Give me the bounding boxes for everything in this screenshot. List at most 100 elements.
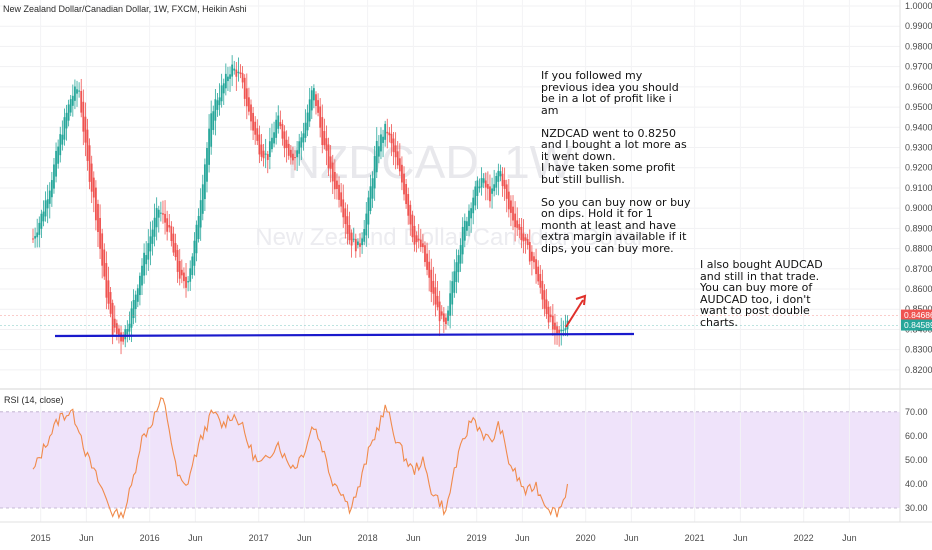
candle-body	[453, 271, 456, 293]
candle-body	[432, 280, 435, 294]
candle-body	[86, 129, 89, 161]
candle-body	[413, 225, 416, 245]
price-badge-label: 0.84686	[904, 310, 932, 320]
candle-body	[392, 138, 395, 153]
candle-body	[541, 280, 544, 300]
price-tick-label: 0.99000	[905, 21, 932, 31]
candle-body	[99, 217, 101, 249]
candle-body	[503, 179, 506, 189]
candle-body	[136, 288, 139, 302]
candle-body	[193, 240, 196, 266]
candle-body	[522, 233, 525, 242]
candle-body	[304, 122, 307, 138]
candle-body	[424, 245, 426, 263]
candle-body	[451, 281, 454, 305]
candle-body	[430, 269, 433, 293]
chart-header: New Zealand Dollar/Canadian Dollar, 1W, …	[3, 4, 247, 14]
candle-body	[283, 131, 286, 149]
candle-body	[222, 83, 225, 94]
candle-body	[388, 132, 391, 136]
candle-body	[298, 141, 301, 154]
candle-body	[539, 274, 542, 288]
candle-body	[120, 332, 122, 342]
candle-body	[189, 268, 192, 282]
candle-body	[80, 91, 83, 113]
candle-body	[543, 290, 546, 309]
candle-body	[32, 238, 34, 240]
candle-body	[248, 97, 250, 112]
candle-body	[363, 229, 366, 242]
up-arrow-drawing[interactable]	[565, 294, 587, 328]
candle-body	[115, 323, 118, 334]
candle-body	[468, 210, 470, 227]
candle-body	[486, 184, 489, 189]
candle-body	[560, 329, 563, 332]
rsi-axis[interactable]: 30.00 40.00 50.00 60.00 70.00	[905, 407, 928, 513]
candle-body	[139, 275, 141, 296]
candle-body	[476, 180, 479, 196]
candle-body	[128, 323, 131, 332]
candle-body	[457, 255, 460, 273]
time-tick-label: 2022	[794, 533, 814, 543]
candle-body	[287, 143, 290, 156]
candle-body	[220, 85, 223, 102]
candle-body	[346, 216, 349, 234]
note-audcad[interactable]: I also bought AUDCAD and still in that t…	[700, 258, 823, 329]
candle-body	[331, 162, 334, 182]
candle-body	[268, 141, 271, 157]
candle-body	[348, 225, 351, 241]
time-tick-label: 2017	[249, 533, 269, 543]
note-main[interactable]: If you followed my previous idea you sho…	[541, 69, 691, 255]
candle-body	[436, 295, 439, 308]
time-axis[interactable]: 2015 Jun 2016 Jun 2017 Jun 2018 Jun 2019 Jun 2020 J…	[31, 533, 857, 543]
candle-body	[201, 184, 204, 214]
support-line[interactable]	[54, 332, 635, 338]
candle-body	[94, 187, 97, 221]
candle-body	[34, 236, 36, 239]
candle-body	[55, 150, 57, 177]
candle-body	[505, 184, 508, 199]
candle-body	[289, 149, 292, 158]
candle-body	[434, 287, 437, 305]
candle-body	[377, 146, 380, 157]
candle-body	[352, 238, 355, 240]
candle-body	[107, 280, 110, 304]
candle-body	[300, 137, 303, 148]
candle-body	[489, 186, 491, 202]
candle-body	[401, 164, 403, 183]
price-tick-label: 1.00000	[905, 1, 932, 11]
candle-body	[317, 100, 319, 113]
candle-body	[218, 97, 221, 106]
candle-body	[455, 262, 458, 283]
candle-body	[296, 150, 299, 158]
candle-body	[306, 112, 309, 131]
candle-body	[417, 238, 420, 241]
candle-body	[549, 314, 552, 318]
candle-body	[256, 128, 259, 141]
candle-body	[203, 164, 206, 200]
candle-body	[166, 218, 169, 232]
candle-body	[250, 104, 252, 122]
candle-body	[310, 90, 313, 111]
time-tick-label: Jun	[188, 533, 203, 543]
price-badge	[901, 309, 932, 321]
candle-body	[168, 225, 171, 228]
candle-body	[415, 235, 418, 243]
candle-body	[82, 101, 85, 132]
candle-body	[147, 243, 150, 260]
candle-body	[535, 259, 537, 275]
candle-body	[394, 145, 397, 158]
candle-body	[359, 243, 361, 247]
candle-body	[134, 294, 137, 310]
candle-body	[292, 153, 294, 161]
price-axis[interactable]: 0.820000.830000.840000.850000.860000.870…	[905, 1, 932, 375]
rsi-pane[interactable]: RSI (14, close)	[0, 395, 900, 522]
candle-body	[558, 329, 561, 333]
candle-body	[445, 317, 447, 325]
